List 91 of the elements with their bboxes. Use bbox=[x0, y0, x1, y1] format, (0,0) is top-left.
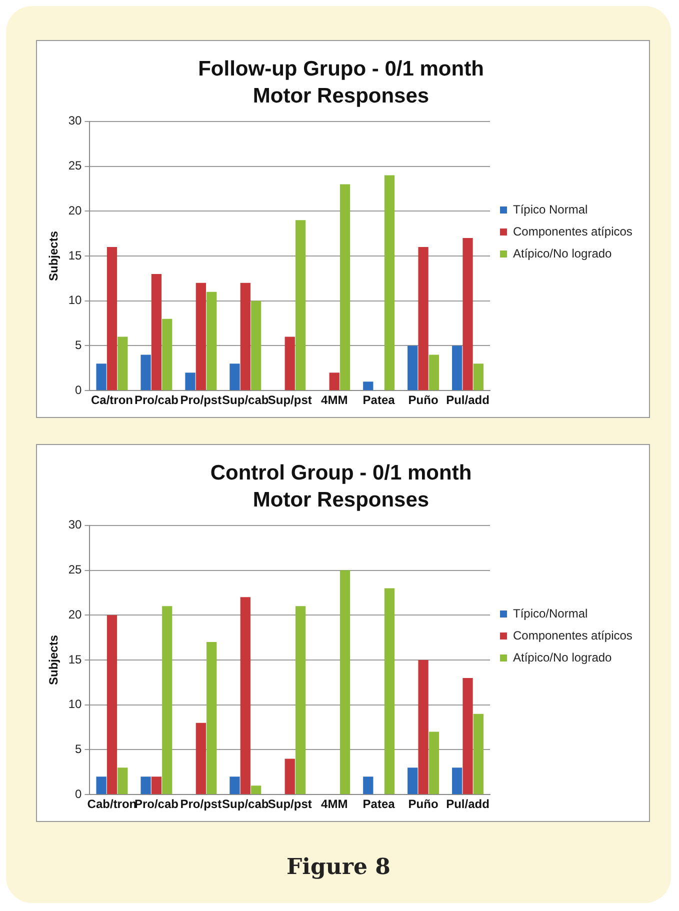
x-tick-label: Pro/pst bbox=[180, 797, 222, 812]
x-tick-label: Pul/add bbox=[446, 393, 490, 408]
bar bbox=[140, 776, 151, 794]
y-tick-label: 25 bbox=[68, 158, 82, 173]
bar bbox=[295, 606, 306, 794]
bar bbox=[363, 776, 374, 794]
legend-label: Componentes atípicos bbox=[513, 224, 632, 238]
legend-label: Típico/Normal bbox=[513, 606, 588, 620]
x-tick-label: 4MM bbox=[321, 797, 348, 812]
bar bbox=[206, 642, 217, 794]
bar bbox=[418, 247, 428, 390]
bar bbox=[240, 282, 250, 390]
chart-subtitle: Motor Responses bbox=[252, 488, 430, 512]
bar bbox=[230, 776, 240, 794]
bar bbox=[452, 768, 462, 794]
y-tick-label: 0 bbox=[75, 382, 82, 397]
x-tick-label: Cab/tron bbox=[87, 797, 137, 812]
bar bbox=[462, 238, 473, 390]
legend-label: Componentes atípicos bbox=[513, 628, 632, 642]
bar bbox=[230, 364, 240, 390]
y-axis-title: Subjects bbox=[46, 634, 61, 686]
bar bbox=[284, 758, 295, 794]
y-tick-label: 30 bbox=[68, 114, 82, 128]
bar bbox=[329, 372, 340, 390]
bar bbox=[473, 364, 484, 390]
y-tick-label: 20 bbox=[68, 607, 82, 622]
bar bbox=[363, 382, 374, 390]
bar bbox=[384, 588, 395, 794]
bar bbox=[162, 318, 172, 390]
x-tick-label: 4MM bbox=[321, 393, 348, 408]
bar bbox=[428, 354, 440, 390]
x-tick-label: Pro/cab bbox=[134, 393, 178, 408]
x-tick-label: Sup/pst bbox=[268, 393, 312, 408]
bar bbox=[140, 354, 151, 390]
bar bbox=[206, 292, 217, 390]
bar bbox=[106, 247, 118, 390]
bar bbox=[462, 678, 473, 794]
x-tick-label: Puño bbox=[408, 393, 438, 408]
y-tick-label: 0 bbox=[75, 786, 82, 801]
bar bbox=[118, 768, 128, 794]
bar bbox=[340, 184, 350, 390]
bar bbox=[96, 776, 106, 794]
x-tick-label: Sup/pst bbox=[268, 797, 312, 812]
y-tick-label: 5 bbox=[75, 338, 82, 352]
bar bbox=[151, 776, 162, 794]
bar bbox=[196, 282, 206, 390]
bar bbox=[196, 722, 206, 794]
y-tick-label: 30 bbox=[68, 518, 82, 532]
x-tick-label: Sup/cab bbox=[222, 797, 269, 812]
y-axis-title: Subjects bbox=[46, 230, 61, 282]
bar bbox=[428, 732, 440, 794]
x-tick-label: Ca/tron bbox=[90, 393, 133, 408]
bar bbox=[118, 336, 128, 390]
x-tick-label: Pro/cab bbox=[134, 797, 178, 812]
x-tick-label: Pro/pst bbox=[180, 393, 222, 408]
bar bbox=[185, 372, 196, 390]
bar bbox=[162, 606, 172, 794]
bar bbox=[452, 346, 462, 390]
x-tick-label: Pul/add bbox=[446, 797, 490, 812]
y-tick-label: 15 bbox=[68, 248, 82, 262]
legend-label: Atípico/No logrado bbox=[513, 246, 612, 260]
bar bbox=[151, 274, 162, 390]
caption: Figure 8 bbox=[286, 854, 392, 880]
y-tick-label: 25 bbox=[68, 562, 82, 577]
bar bbox=[295, 220, 306, 390]
y-tick-label: 10 bbox=[68, 697, 82, 712]
bar bbox=[284, 336, 295, 390]
bar bbox=[408, 346, 418, 390]
chart-title: Control Group - 0/1 month bbox=[210, 461, 472, 484]
bar bbox=[384, 175, 395, 390]
bar bbox=[418, 660, 428, 794]
bar bbox=[240, 597, 250, 794]
bar bbox=[251, 300, 262, 390]
y-tick-label: 15 bbox=[68, 652, 82, 666]
bar bbox=[408, 768, 418, 794]
y-tick-label: 10 bbox=[68, 293, 82, 308]
bar bbox=[106, 615, 118, 794]
legend-label: Típico Normal bbox=[513, 202, 588, 216]
x-tick-label: Patea bbox=[362, 797, 396, 812]
legend-label: Atípico/No logrado bbox=[513, 650, 612, 664]
x-tick-label: Puño bbox=[408, 797, 438, 812]
y-tick-label: 20 bbox=[68, 203, 82, 218]
bar bbox=[96, 364, 106, 390]
bar bbox=[473, 714, 484, 794]
y-tick-label: 5 bbox=[75, 742, 82, 756]
chart-subtitle: Motor Responses bbox=[252, 84, 430, 108]
bar bbox=[340, 570, 350, 794]
x-tick-label: Sup/cab bbox=[222, 393, 269, 408]
chart-title: Follow-up Grupo - 0/1 month bbox=[198, 57, 484, 80]
bar bbox=[251, 786, 262, 794]
x-tick-label: Patea bbox=[362, 393, 396, 408]
